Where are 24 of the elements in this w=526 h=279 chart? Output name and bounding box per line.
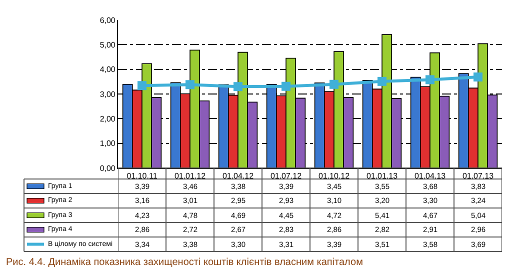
y-tick-label: 6,00: [100, 16, 116, 25]
y-tick-label: 3,00: [100, 90, 116, 99]
x-tick-label: 01.10.12: [318, 172, 350, 181]
point: [186, 80, 194, 90]
point: [378, 76, 386, 86]
point: [282, 82, 290, 91]
y-tick-label: 4,00: [100, 65, 116, 74]
x-tick-label: 01.07.13: [462, 172, 494, 181]
y-tick-label: 2,00: [100, 114, 116, 124]
y-tick-label: 1,00: [100, 139, 116, 148]
point: [330, 80, 338, 89]
x-tick-label: 01.01.13: [366, 172, 398, 181]
y-tick-label: 5,00: [100, 40, 116, 50]
x-tick-label: 01.01.12: [174, 172, 206, 181]
x-tick-label: 01.04.12: [222, 172, 254, 181]
y-tick-label: 0,00: [100, 164, 116, 173]
text: Рис. 4.4. Динаміка показника захищеності коштів клієнтів власним капіталом: [6, 257, 364, 268]
point: [234, 82, 242, 92]
point: [426, 75, 434, 84]
point: [474, 72, 482, 82]
point: [138, 81, 146, 90]
x-tick-label: 01.07.12: [270, 172, 302, 181]
x-tick-label: 01.10.11: [126, 172, 158, 181]
x-tick-label: 01.04.13: [414, 172, 446, 181]
